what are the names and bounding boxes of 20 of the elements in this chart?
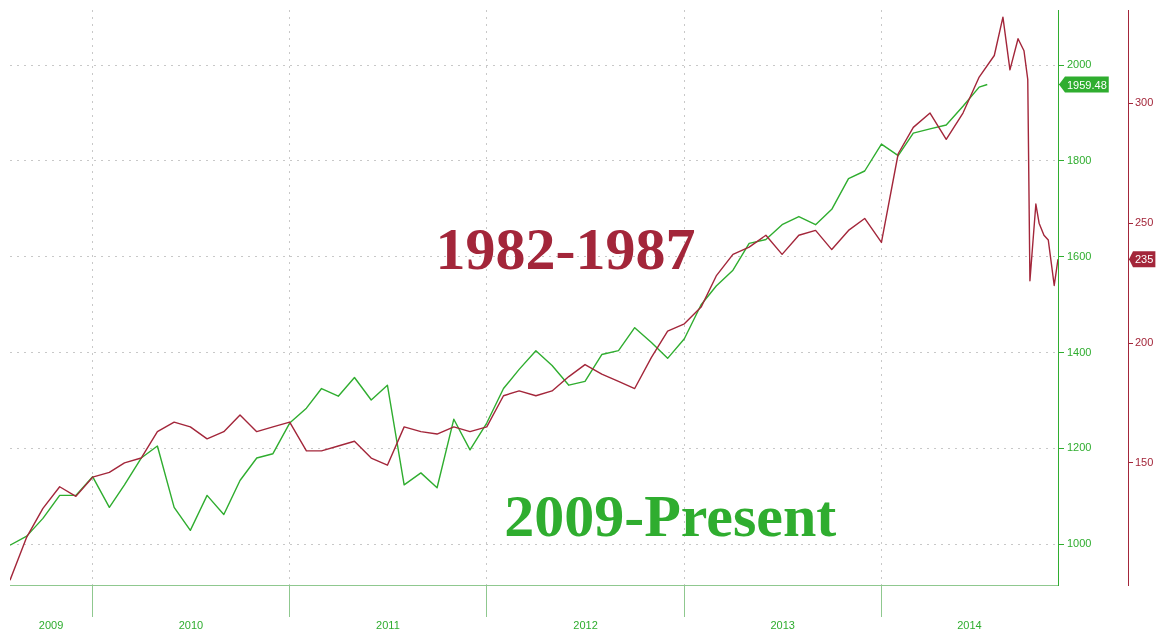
y2-tick-label: 235 xyxy=(1135,253,1154,266)
x-tick-label: 2009 xyxy=(38,618,64,631)
x-tick-label: 2012 xyxy=(573,618,598,631)
x-tick-label: 2010 xyxy=(178,618,204,631)
y2-tick-label: 150 xyxy=(1135,455,1154,468)
y2-tick-label: 200 xyxy=(1135,336,1154,349)
x-tick-label: 2011 xyxy=(376,618,400,631)
y2-tick-label: 250 xyxy=(1135,216,1154,229)
y-tick-label: 1000 xyxy=(1067,537,1092,550)
y-tick-label: 1800 xyxy=(1067,153,1092,166)
y-tick-label: 2000 xyxy=(1067,58,1092,71)
y2-tick-label: 300 xyxy=(1135,96,1154,109)
y-tick-label: 1959.48 xyxy=(1067,78,1107,91)
x-tick-label: 2013 xyxy=(770,618,795,631)
series-label: 2009-Present xyxy=(504,483,837,550)
y-tick-label: 1200 xyxy=(1067,441,1092,454)
series-label: 1982-1987 xyxy=(435,215,696,282)
x-tick-label: 2014 xyxy=(957,618,982,631)
y-tick-label: 1400 xyxy=(1067,345,1092,358)
y-tick-label: 1600 xyxy=(1067,249,1092,262)
